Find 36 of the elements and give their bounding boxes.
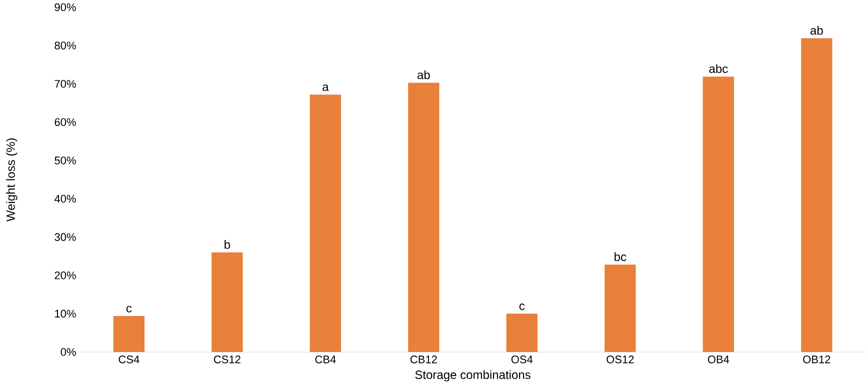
- y-tick-label: 0%: [60, 348, 76, 356]
- y-tick-label: 40%: [54, 195, 76, 203]
- x-tick-label: OB4: [708, 356, 730, 364]
- bar: [604, 264, 636, 352]
- y-tick-label: 20%: [54, 272, 76, 280]
- annotation: ab: [810, 26, 823, 35]
- bar: [408, 82, 440, 352]
- y-axis-title: Weight loss (%): [6, 138, 18, 222]
- bar: [801, 38, 832, 352]
- bar: [113, 316, 145, 352]
- x-tick-label: CS4: [118, 356, 140, 364]
- y-tick-label: 80%: [54, 42, 76, 50]
- bar: [212, 252, 243, 352]
- annotation: b: [224, 240, 230, 249]
- annotation: c: [519, 304, 525, 310]
- bar: [310, 94, 342, 352]
- x-tick-label: CS12: [214, 356, 240, 364]
- annotation: c: [126, 306, 132, 313]
- annotation: abc: [709, 64, 728, 74]
- bar: [506, 314, 538, 352]
- y-tick-label: 90%: [54, 3, 76, 12]
- y-tick-label: 30%: [54, 233, 76, 242]
- annotation: bc: [614, 252, 626, 262]
- y-tick-label: 60%: [54, 118, 76, 126]
- annotation: a: [322, 84, 329, 92]
- x-tick-label: CB4: [315, 356, 336, 364]
- y-tick-label: 50%: [54, 156, 76, 164]
- x-tick-label: CB12: [410, 356, 437, 364]
- x-tick-label: OS12: [606, 356, 634, 364]
- x-tick-label: OS4: [511, 356, 533, 364]
- annotation: ab: [418, 70, 430, 80]
- bar: [702, 76, 734, 352]
- y-tick-label: 10%: [55, 310, 76, 318]
- x-tick-label: OB12: [803, 356, 830, 364]
- x-axis-title: Storage combinations: [415, 370, 530, 382]
- y-tick-label: 70%: [54, 80, 76, 88]
